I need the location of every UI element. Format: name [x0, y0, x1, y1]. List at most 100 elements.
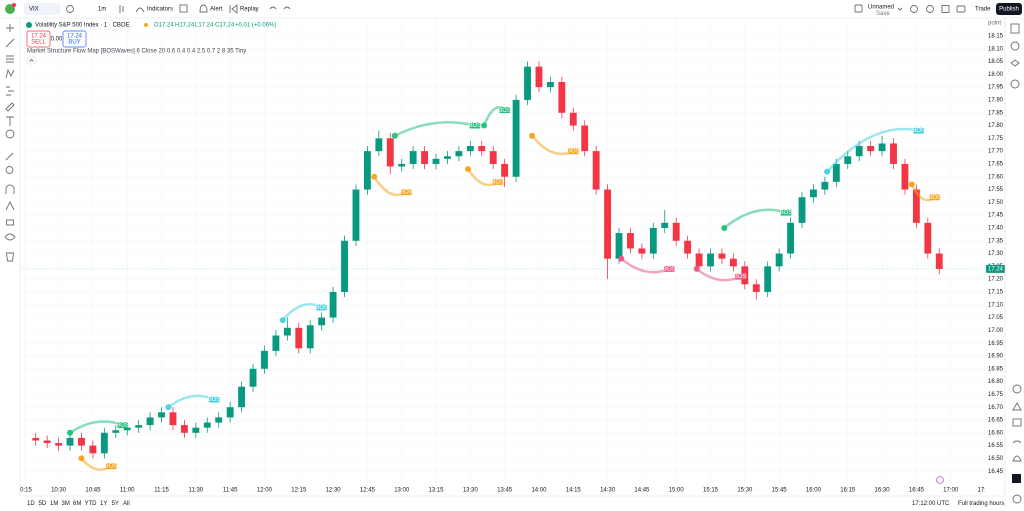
emoji-tool[interactable]	[5, 129, 15, 139]
avatar[interactable]	[5, 4, 15, 14]
range-button[interactable]: 5Y	[112, 501, 119, 507]
draw-mode-tool[interactable]	[5, 200, 15, 211]
candle-body	[672, 222, 680, 241]
structure-pivot	[279, 317, 286, 324]
y-tick-label: 16.80	[988, 379, 1004, 385]
settings-button[interactable]	[926, 5, 934, 13]
collapse-button[interactable]	[26, 56, 37, 65]
replay-button[interactable]: Replay	[240, 7, 259, 13]
lock-tool[interactable]	[6, 219, 14, 226]
stream-icon[interactable]	[1012, 440, 1022, 444]
range-button[interactable]: 1Y	[100, 501, 107, 507]
sell-button[interactable]	[26, 30, 51, 48]
candle-body	[466, 146, 474, 152]
crosshair-tool[interactable]	[6, 24, 14, 32]
compare-button[interactable]	[66, 5, 74, 13]
chat-icon[interactable]	[1010, 79, 1020, 89]
brush-tool[interactable]	[5, 102, 15, 112]
alert-button[interactable]: Alert	[210, 7, 223, 13]
structure-label-bg	[400, 189, 412, 196]
y-tick-label: 17.65	[988, 162, 1004, 168]
y-tick-label: 17.60	[988, 174, 1004, 180]
publish-button[interactable]	[996, 3, 1022, 15]
range-button[interactable]: 3M	[62, 501, 70, 507]
range-button[interactable]: 6M	[73, 501, 81, 507]
visibility-tool[interactable]	[4, 233, 16, 241]
y-tick-label: 17.80	[988, 123, 1004, 129]
structure-label: BOS	[567, 149, 580, 155]
candle-body	[649, 227, 657, 254]
x-tick-label: 14:00	[531, 488, 547, 494]
candle-body	[615, 233, 623, 259]
chart-type-button[interactable]	[119, 5, 124, 13]
text-tool[interactable]	[6, 116, 14, 126]
notifications-icon[interactable]	[1012, 455, 1022, 462]
undo-button[interactable]	[269, 6, 277, 10]
indicators-icon	[135, 7, 145, 13]
ruler-tool[interactable]	[5, 152, 14, 161]
indicators-button[interactable]: Indicators	[147, 7, 173, 13]
y-tick-label: 16.55	[988, 443, 1004, 449]
candle-body	[867, 146, 875, 152]
x-tick-label: 11:30	[189, 488, 204, 494]
redo-button[interactable]	[283, 6, 291, 10]
range-button[interactable]: YTD	[85, 501, 98, 507]
candle-body	[135, 425, 143, 428]
y-tick-label: 17.30	[988, 251, 1004, 257]
watchlist-icon[interactable]	[1010, 23, 1020, 34]
prediction-tool[interactable]	[6, 86, 14, 96]
trendline-tool[interactable]	[5, 38, 15, 48]
candle-body	[775, 253, 783, 267]
events-icon[interactable]	[936, 476, 944, 484]
candle-body	[890, 143, 897, 164]
fib-tool[interactable]	[6, 55, 14, 63]
interval[interactable]: 1m	[98, 7, 106, 13]
trade-button[interactable]: Trade	[975, 7, 991, 13]
layers-icon[interactable]	[1010, 59, 1020, 67]
candle-body	[661, 222, 669, 228]
structure-label-bg	[492, 178, 504, 185]
layout-name[interactable]: Unnamed	[868, 5, 894, 11]
symbol-search[interactable]	[24, 3, 60, 15]
bottom-bar: 17:12:00 UTC Full trading hours 1D 5D 1M 3M…	[20, 495, 1005, 511]
layout-menu[interactable]	[897, 7, 903, 11]
alerts-icon[interactable]	[1010, 41, 1020, 51]
zoom-tool[interactable]	[5, 166, 14, 174]
range-button[interactable]: 1D	[27, 501, 35, 507]
structure-label-bg	[208, 396, 220, 403]
range-button[interactable]: All	[123, 501, 130, 507]
apps-icon[interactable]	[1012, 474, 1021, 483]
calendar-icon[interactable]	[1012, 418, 1022, 427]
quick-search-button[interactable]	[910, 5, 918, 13]
candle-body	[855, 146, 863, 157]
sell-price: 17.24	[31, 34, 47, 40]
session[interactable]: Full trading hours	[958, 501, 1004, 507]
range-button[interactable]: 5D	[39, 501, 47, 507]
candle-body	[146, 417, 154, 426]
fullscreen-button[interactable]	[941, 5, 950, 13]
left-toolbar-bg	[0, 18, 20, 496]
help-icon[interactable]	[1012, 494, 1022, 504]
x-tick-label: 12:45	[360, 488, 376, 494]
layout-checkbox[interactable]	[854, 4, 863, 13]
pattern-tool[interactable]	[5, 68, 15, 79]
structure-pivot	[824, 168, 831, 175]
candle-body	[912, 189, 920, 223]
buy-button[interactable]	[62, 30, 87, 48]
structure-label-bg	[469, 122, 481, 129]
candle-body	[558, 82, 566, 113]
ohlc-change: +0.01 (+0.06%)	[235, 23, 276, 29]
delete-tool[interactable]	[5, 252, 15, 262]
candle-body	[272, 335, 280, 351]
ideas-icon[interactable]	[1012, 384, 1022, 394]
magnet-tool[interactable]	[5, 184, 15, 194]
structure-label: BOS	[663, 267, 676, 273]
spread: 0.00	[51, 37, 63, 43]
range-button[interactable]: 1M	[50, 501, 58, 507]
y-tick-label: 17.85	[988, 110, 1004, 116]
candle-body	[718, 253, 726, 259]
templates-button[interactable]	[179, 4, 188, 13]
candle-body	[421, 151, 429, 164]
pine-icon[interactable]	[1012, 402, 1022, 411]
snapshot-button[interactable]	[956, 5, 966, 13]
